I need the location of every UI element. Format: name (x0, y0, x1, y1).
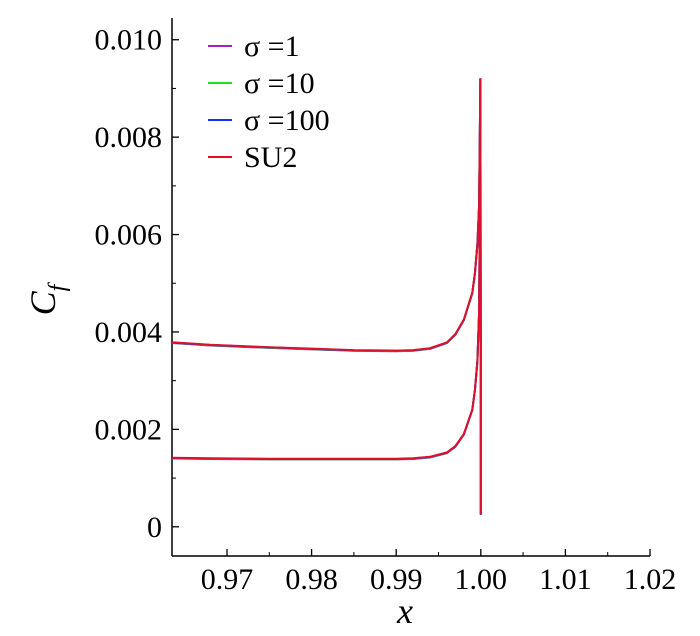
y-tick-label: 0.008 (95, 121, 163, 154)
axes (171, 18, 650, 557)
legend-label: SU2 (244, 141, 297, 174)
y-tick-label: 0.004 (95, 316, 163, 349)
plot-curves (171, 78, 482, 515)
legend-label: σ =1 (244, 30, 300, 63)
series-line-4-upper (171, 78, 482, 352)
x-tick-label: 0.99 (370, 563, 423, 596)
series-line-4-lower (171, 131, 482, 460)
y-axis-label-main: C (23, 290, 63, 315)
x-axis-label: x (396, 591, 413, 631)
x-tick-label: 1.01 (539, 563, 592, 596)
series-line-2-lower (171, 132, 482, 461)
x-tick-label: 1.02 (624, 563, 677, 596)
series-line-1-lower (171, 132, 482, 461)
y-tick-label: 0 (147, 511, 162, 544)
series-line-3-lower (171, 132, 482, 460)
x-axis-ticks: 0.97 0.98 0.99 1.00 1.01 1.02 (201, 549, 677, 596)
svg-text:Cf: Cf (23, 281, 71, 315)
y-tick-label: 0.002 (95, 413, 163, 446)
legend-label: σ =100 (244, 104, 330, 137)
x-tick-label: 1.00 (455, 563, 508, 596)
x-tick-label: 0.97 (201, 563, 254, 596)
y-axis-label: Cf (23, 281, 71, 315)
x-tick-label: 0.98 (285, 563, 338, 596)
legend-label: σ =10 (244, 67, 315, 100)
legend: σ =1 σ =10 σ =100 SU2 (208, 30, 330, 174)
y-tick-label: 0.006 (95, 219, 163, 252)
y-tick-label: 0.010 (95, 24, 163, 57)
y-axis-ticks: 0 0.002 0.004 0.006 0.008 0.010 (95, 24, 179, 544)
y-axis-label-subscript: f (45, 281, 71, 291)
